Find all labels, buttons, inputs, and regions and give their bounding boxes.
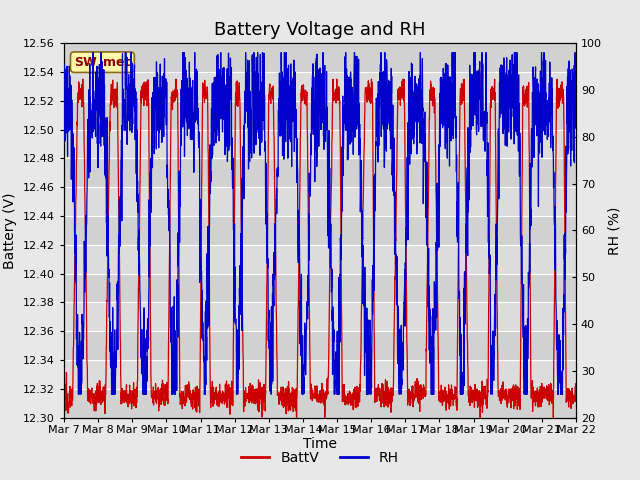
Legend: BattV, RH: BattV, RH: [236, 445, 404, 471]
Bar: [64, 216, 576, 245]
Y-axis label: RH (%): RH (%): [607, 206, 621, 254]
Title: Battery Voltage and RH: Battery Voltage and RH: [214, 21, 426, 39]
Bar: [64, 158, 576, 187]
Y-axis label: Battery (V): Battery (V): [3, 192, 17, 269]
Bar: [64, 331, 576, 360]
Bar: [64, 43, 576, 72]
Bar: [64, 274, 576, 302]
Text: SW_met: SW_met: [74, 56, 131, 69]
Bar: [64, 389, 576, 418]
X-axis label: Time: Time: [303, 437, 337, 451]
Bar: [64, 101, 576, 130]
